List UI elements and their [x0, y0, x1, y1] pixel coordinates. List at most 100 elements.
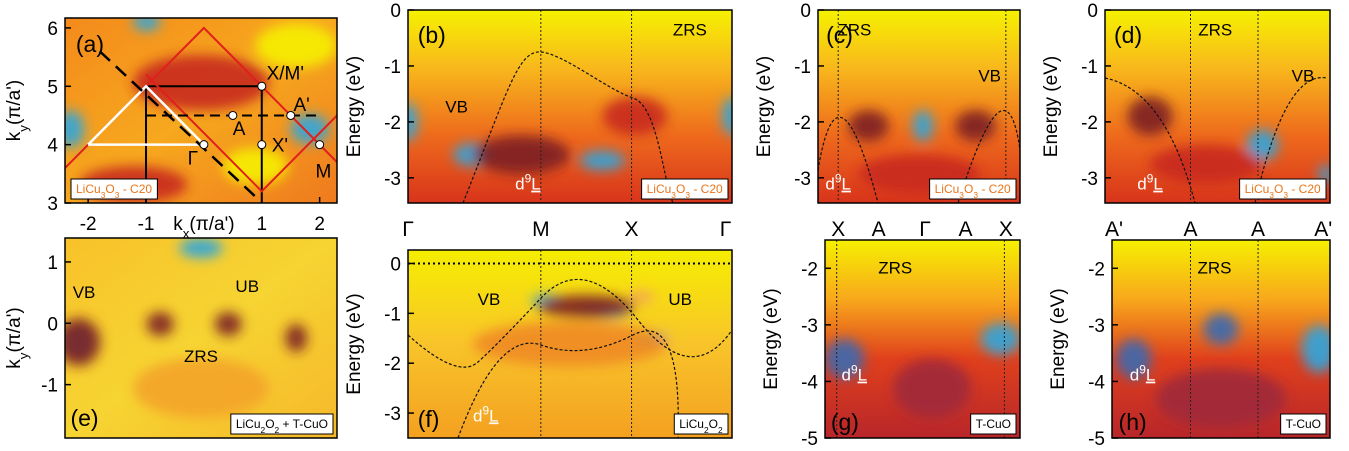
text-part: L [489, 406, 498, 425]
map-feature [255, 23, 337, 68]
inset-label: LiCu3O3 - C20 [1245, 182, 1321, 200]
text-part: d [1130, 366, 1139, 385]
text-part: O [1274, 182, 1283, 196]
annotation: UB [235, 277, 259, 296]
text-part: 9 [835, 172, 842, 186]
text-part: d [825, 175, 834, 194]
text-part: d [841, 366, 850, 385]
guide-curve [457, 330, 679, 438]
map-feature [722, 96, 732, 136]
y-tick-label: -3 [1088, 316, 1105, 337]
text-part: 3 [101, 190, 106, 200]
y-tick-label: 1 [47, 253, 58, 274]
annotation: VB [445, 98, 468, 117]
map-feature [1301, 325, 1330, 373]
text-part: k [173, 214, 183, 235]
map-feature [285, 324, 308, 352]
map-feature [214, 312, 242, 336]
y-tick-label: -2 [794, 113, 811, 134]
map-feature [602, 96, 668, 136]
text-part: 3 [1269, 190, 1274, 200]
y-tick-label: 0 [1087, 1, 1098, 22]
y-tick-label: -2 [384, 113, 401, 134]
panel-frame [407, 249, 733, 439]
d9L-label: d9L [841, 363, 867, 385]
map-feature [472, 135, 570, 175]
map-feature [579, 150, 626, 171]
intensity-map [818, 10, 1020, 203]
text-part: - C20 [978, 182, 1011, 196]
y-axis-label: Energy (eV) [1041, 56, 1062, 157]
k-point-label: A' [1314, 218, 1332, 241]
inset: T-CuO [1280, 413, 1327, 435]
k-point-dot [257, 140, 267, 150]
y-axis-label: ky(π/a') [4, 80, 31, 141]
map-features [472, 291, 668, 367]
annotation: ZRS [673, 20, 707, 39]
text-part: O [676, 182, 685, 196]
guide-curve [957, 109, 1020, 203]
text-part: O [964, 182, 973, 196]
k-point-label: A [958, 218, 972, 241]
x-tick-label: -1 [138, 214, 155, 235]
text-part: (π/a') [4, 80, 25, 125]
text-part: L [1146, 366, 1155, 385]
inset-box [641, 178, 729, 200]
inset: LiCu3O3 - C20 [1239, 178, 1327, 200]
text-part: 9 [482, 403, 489, 417]
map-feature [472, 321, 668, 367]
text-part: 2 [718, 425, 723, 435]
intensity-map [408, 250, 732, 438]
inset-label: LiCu2O2 + T-CuO [236, 417, 328, 435]
intensity-map [1105, 10, 1330, 203]
y-tick-label: -2 [1088, 259, 1105, 280]
y-tick-label: -2 [384, 354, 401, 375]
intensity-map [408, 10, 732, 203]
y-tick-label: -1 [384, 57, 401, 78]
inset-box [1280, 413, 1327, 435]
text-part: 3 [671, 190, 676, 200]
y-tick-label: -4 [1088, 372, 1105, 393]
text-part: (π/a') [189, 214, 234, 235]
inset-label: LiCu3O3 - C20 [935, 182, 1011, 200]
y-axis-label: Energy (eV) [1048, 288, 1069, 389]
map-feature [981, 323, 1020, 355]
panel-frame [64, 237, 338, 439]
map-features [1127, 96, 1330, 184]
annotation: A [233, 119, 246, 140]
inset: T-CuO [970, 413, 1017, 435]
map-background [408, 10, 732, 203]
text-part: L [842, 175, 851, 194]
panel-frame [1111, 239, 1331, 439]
k-point-dot [286, 110, 296, 120]
guide-curve [462, 51, 674, 203]
text-part: Energy (eV) [344, 293, 365, 394]
annotation: A' [293, 95, 309, 116]
annotation: ZRS [878, 259, 912, 278]
map-feature [133, 358, 269, 418]
text-part: d [515, 175, 524, 194]
map-feature [1127, 96, 1173, 136]
text-part: k [4, 359, 25, 369]
y-tick-label: -4 [801, 372, 818, 393]
y-tick-label: 4 [47, 136, 58, 157]
x-tick-label: 2 [314, 214, 325, 235]
annotation: X/M' [267, 64, 304, 85]
y-tick-label: 6 [47, 19, 58, 40]
annotation: ZRS [184, 347, 218, 366]
text-part: O [265, 417, 274, 431]
panel-frame [64, 17, 338, 204]
map-feature [1116, 339, 1152, 379]
map-features [65, 238, 308, 418]
guide-curve [408, 278, 732, 368]
d9L-label: d9L [1130, 363, 1156, 385]
y-tick-label: -1 [384, 304, 401, 325]
map-feature [893, 358, 972, 419]
map-feature [1203, 313, 1239, 345]
text-part: 2 [275, 425, 280, 435]
text-part: 2 [704, 425, 709, 435]
annotation: VB [478, 290, 501, 309]
